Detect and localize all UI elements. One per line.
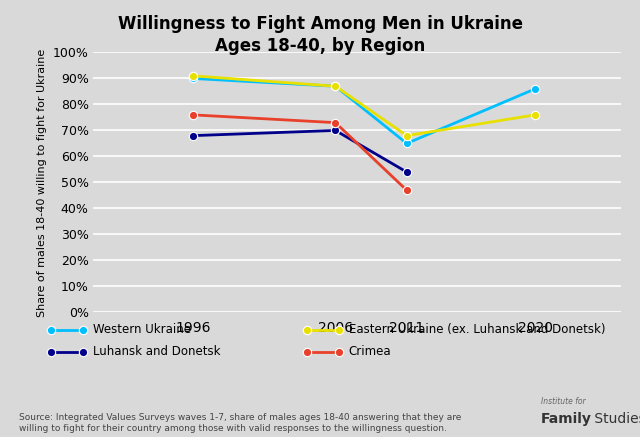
Text: Crimea: Crimea: [349, 345, 392, 358]
Text: Western Ukraine: Western Ukraine: [93, 323, 191, 336]
Text: Institute for: Institute for: [541, 396, 586, 406]
Text: Luhansk and Donetsk: Luhansk and Donetsk: [93, 345, 220, 358]
Text: Ages 18-40, by Region: Ages 18-40, by Region: [215, 37, 425, 55]
Text: Source: Integrated Values Surveys waves 1-7, share of males ages 18-40 answering: Source: Integrated Values Surveys waves …: [19, 413, 461, 433]
Text: Willingness to Fight Among Men in Ukraine: Willingness to Fight Among Men in Ukrain…: [118, 15, 522, 33]
Text: Studies: Studies: [590, 412, 640, 426]
Text: Family: Family: [541, 412, 591, 426]
Y-axis label: Share of males 18-40 willing to fight for Ukraine: Share of males 18-40 willing to fight fo…: [37, 49, 47, 316]
Text: Eastern Ukraine (ex. Luhansk and Donetsk): Eastern Ukraine (ex. Luhansk and Donetsk…: [349, 323, 605, 336]
